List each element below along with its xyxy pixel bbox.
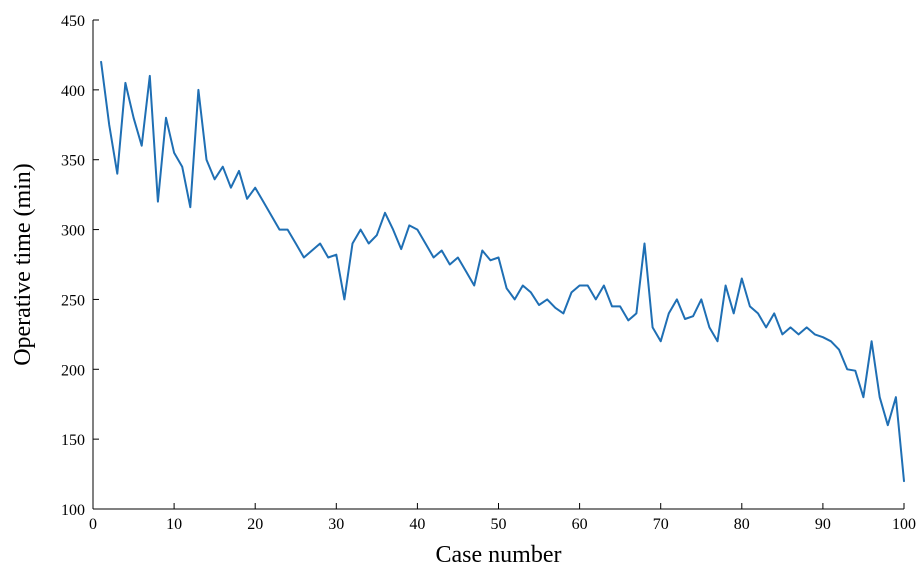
- y-tick-label: 350: [61, 153, 85, 170]
- y-tick-label: 400: [61, 83, 85, 100]
- x-tick-label: 50: [491, 516, 507, 533]
- x-tick-label: 20: [247, 516, 263, 533]
- x-tick-label: 70: [653, 516, 669, 533]
- x-axis-title: Case number: [436, 542, 562, 568]
- y-tick-label: 150: [61, 432, 85, 449]
- series-line: [100, 60, 905, 483]
- y-tick-label: 200: [61, 362, 85, 379]
- x-tick-label: 80: [734, 516, 750, 533]
- y-tick-label: 100: [61, 502, 85, 519]
- x-tick-label: 0: [89, 516, 97, 533]
- axes: [92, 20, 904, 510]
- y-tick-label: 250: [61, 292, 85, 309]
- y-tick-label: 300: [61, 223, 85, 240]
- series-group: [100, 60, 905, 483]
- x-tick-label: 90: [815, 516, 831, 533]
- x-tick-label: 40: [409, 516, 425, 533]
- x-tick-label: 60: [572, 516, 588, 533]
- x-tick-label: 30: [328, 516, 344, 533]
- y-axis-title: Operative time (min): [10, 163, 36, 366]
- y-tick-label: 450: [61, 13, 85, 30]
- y-ticks: 100 150 200 250 300 350 400 450: [61, 13, 99, 519]
- x-tick-label: 100: [892, 516, 916, 533]
- x-ticks: 0 10 20 30 40 50 60 70 80 90 100: [89, 503, 916, 533]
- x-tick-label: 10: [166, 516, 182, 533]
